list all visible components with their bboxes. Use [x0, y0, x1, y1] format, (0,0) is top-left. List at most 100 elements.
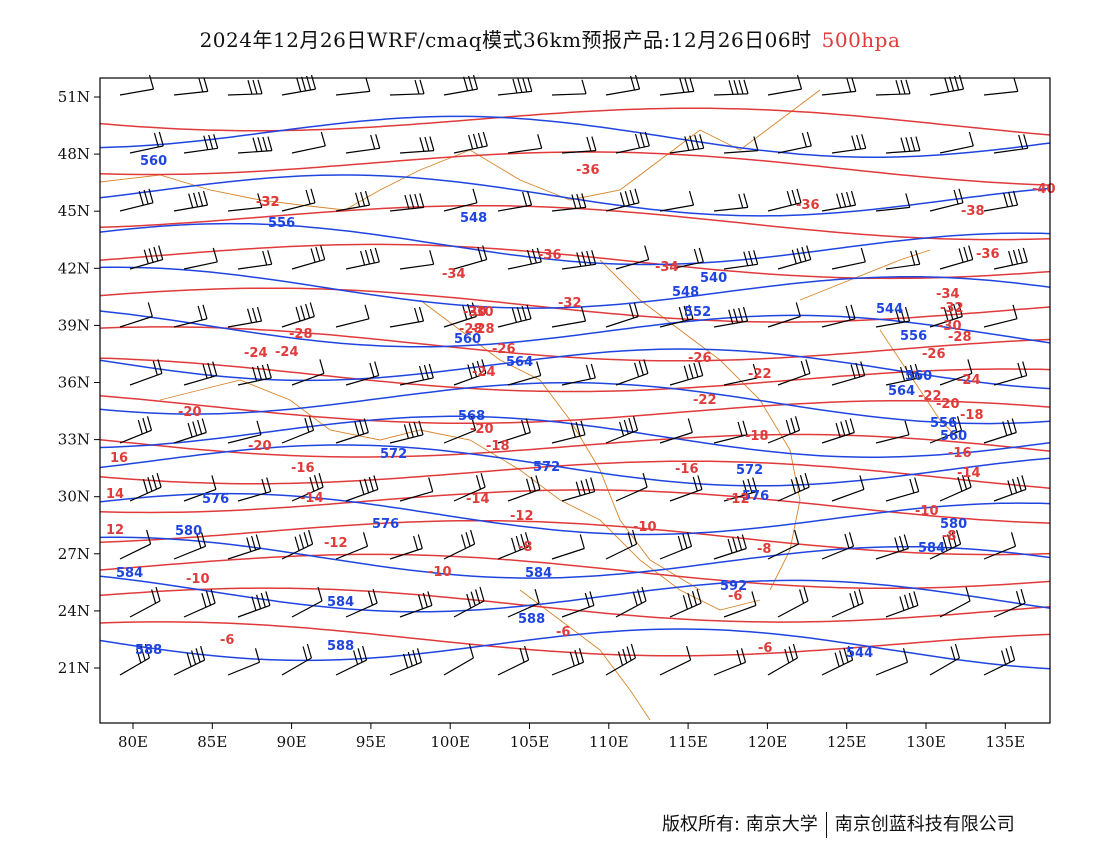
- wind-barb: [183, 475, 217, 502]
- wind-barb: [821, 77, 857, 96]
- geopotential-height-contours: [99, 115, 1051, 670]
- wind-barb: [659, 645, 692, 676]
- temperature-label: -24: [244, 346, 268, 361]
- height-label: 556: [930, 416, 957, 431]
- wind-barb: [885, 363, 920, 386]
- wind-barb: [561, 363, 596, 386]
- wind-barb: [389, 534, 423, 560]
- wind-barb: [605, 188, 640, 212]
- height-label: 572: [380, 447, 407, 462]
- height-label: 588: [327, 639, 354, 654]
- wind-barb: [669, 134, 705, 154]
- wind-barb: [227, 648, 261, 676]
- wind-barb: [939, 245, 974, 270]
- wind-barb: [507, 134, 543, 154]
- temperature-label: 16: [110, 451, 128, 466]
- temperature-label: -10: [428, 565, 452, 580]
- temperature-label: -30: [938, 319, 962, 334]
- wind-barb: [929, 529, 962, 560]
- wind-barb: [237, 477, 272, 502]
- wind-barb: [821, 418, 855, 444]
- wind-barb: [983, 77, 1019, 96]
- lat-label: 21N: [58, 659, 90, 677]
- wind-barb: [767, 643, 798, 676]
- wind-barb: [291, 473, 324, 502]
- temperature-label: -34: [442, 267, 466, 282]
- wind-barb: [551, 79, 587, 96]
- wind-barb: [281, 643, 312, 676]
- wind-barb: [389, 648, 423, 676]
- wind-barb: [389, 193, 425, 212]
- temperature-label: -34: [655, 260, 679, 275]
- wind-barb: [605, 529, 638, 560]
- wind-barb: [183, 134, 219, 154]
- wind-barb: [129, 131, 164, 154]
- wind-barb: [875, 306, 911, 328]
- wind-barb: [983, 304, 1018, 328]
- wind-barb: [183, 589, 216, 618]
- temperature-contour: [99, 433, 1051, 458]
- temperature-label: -28: [459, 322, 483, 337]
- temperature-label: -20: [248, 439, 272, 454]
- wind-barb: [777, 131, 812, 154]
- wind-barb: [453, 586, 485, 618]
- wind-barb: [443, 416, 477, 444]
- height-contour: [99, 266, 1051, 309]
- lat-label: 24N: [58, 602, 90, 620]
- lon-label: 90E: [277, 733, 307, 751]
- wind-barb: [345, 361, 380, 386]
- wind-barb: [777, 245, 812, 270]
- temperature-contour: [99, 460, 1051, 489]
- temperature-label: -10: [633, 520, 657, 535]
- wind-barb: [615, 586, 647, 618]
- wind-barb: [831, 361, 866, 386]
- wind-barb: [507, 361, 542, 386]
- wind-barb: [129, 473, 162, 502]
- temperature-contour: [99, 326, 1051, 362]
- temperature-label: -40: [1032, 182, 1056, 197]
- wind-barb: [443, 643, 474, 676]
- wind-barb: [885, 250, 921, 270]
- lon-label: 95E: [356, 733, 386, 751]
- wind-barb: [885, 477, 920, 502]
- wind-barb: [119, 188, 154, 212]
- wind-barb: [821, 304, 856, 328]
- wind-barb: [399, 477, 434, 502]
- wind-barb: [659, 190, 695, 212]
- wind-barb: [335, 77, 371, 96]
- wind-barb: [875, 648, 909, 676]
- wind-barb: [497, 645, 530, 676]
- lon-label: 85E: [197, 733, 227, 751]
- lon-label: 135E: [986, 733, 1026, 751]
- wind-barb: [335, 418, 369, 444]
- height-label: 556: [900, 329, 927, 344]
- wind-barb: [173, 77, 209, 96]
- wind-barb: [929, 302, 963, 328]
- height-contour: [99, 536, 1051, 579]
- wind-barb: [183, 247, 218, 270]
- temperature-label: -22: [918, 389, 942, 404]
- wind-barb: [929, 188, 964, 212]
- wind-barb: [497, 418, 531, 444]
- height-label: 592: [720, 579, 747, 594]
- wind-barb: [399, 250, 435, 270]
- lat-label: 48N: [58, 145, 90, 163]
- height-label: 580: [175, 524, 202, 539]
- wind-barb: [345, 247, 380, 270]
- height-label: 580: [940, 517, 967, 532]
- wind-barb: [507, 247, 542, 270]
- wind-barb: [173, 418, 207, 444]
- height-label: 564: [888, 384, 915, 399]
- height-label: 548: [672, 285, 699, 300]
- wind-barb: [767, 416, 801, 444]
- temperature-label: 14: [106, 487, 124, 502]
- wind-barb: [237, 136, 273, 154]
- lon-label: 100E: [430, 733, 470, 751]
- wind-barb: [497, 532, 531, 560]
- wind-barb: [615, 131, 650, 154]
- wind-barb: [551, 648, 585, 676]
- wind-barb: [443, 188, 478, 212]
- wind-barb: [831, 134, 867, 154]
- temperature-label: -32: [256, 195, 280, 210]
- wind-barb: [443, 302, 477, 328]
